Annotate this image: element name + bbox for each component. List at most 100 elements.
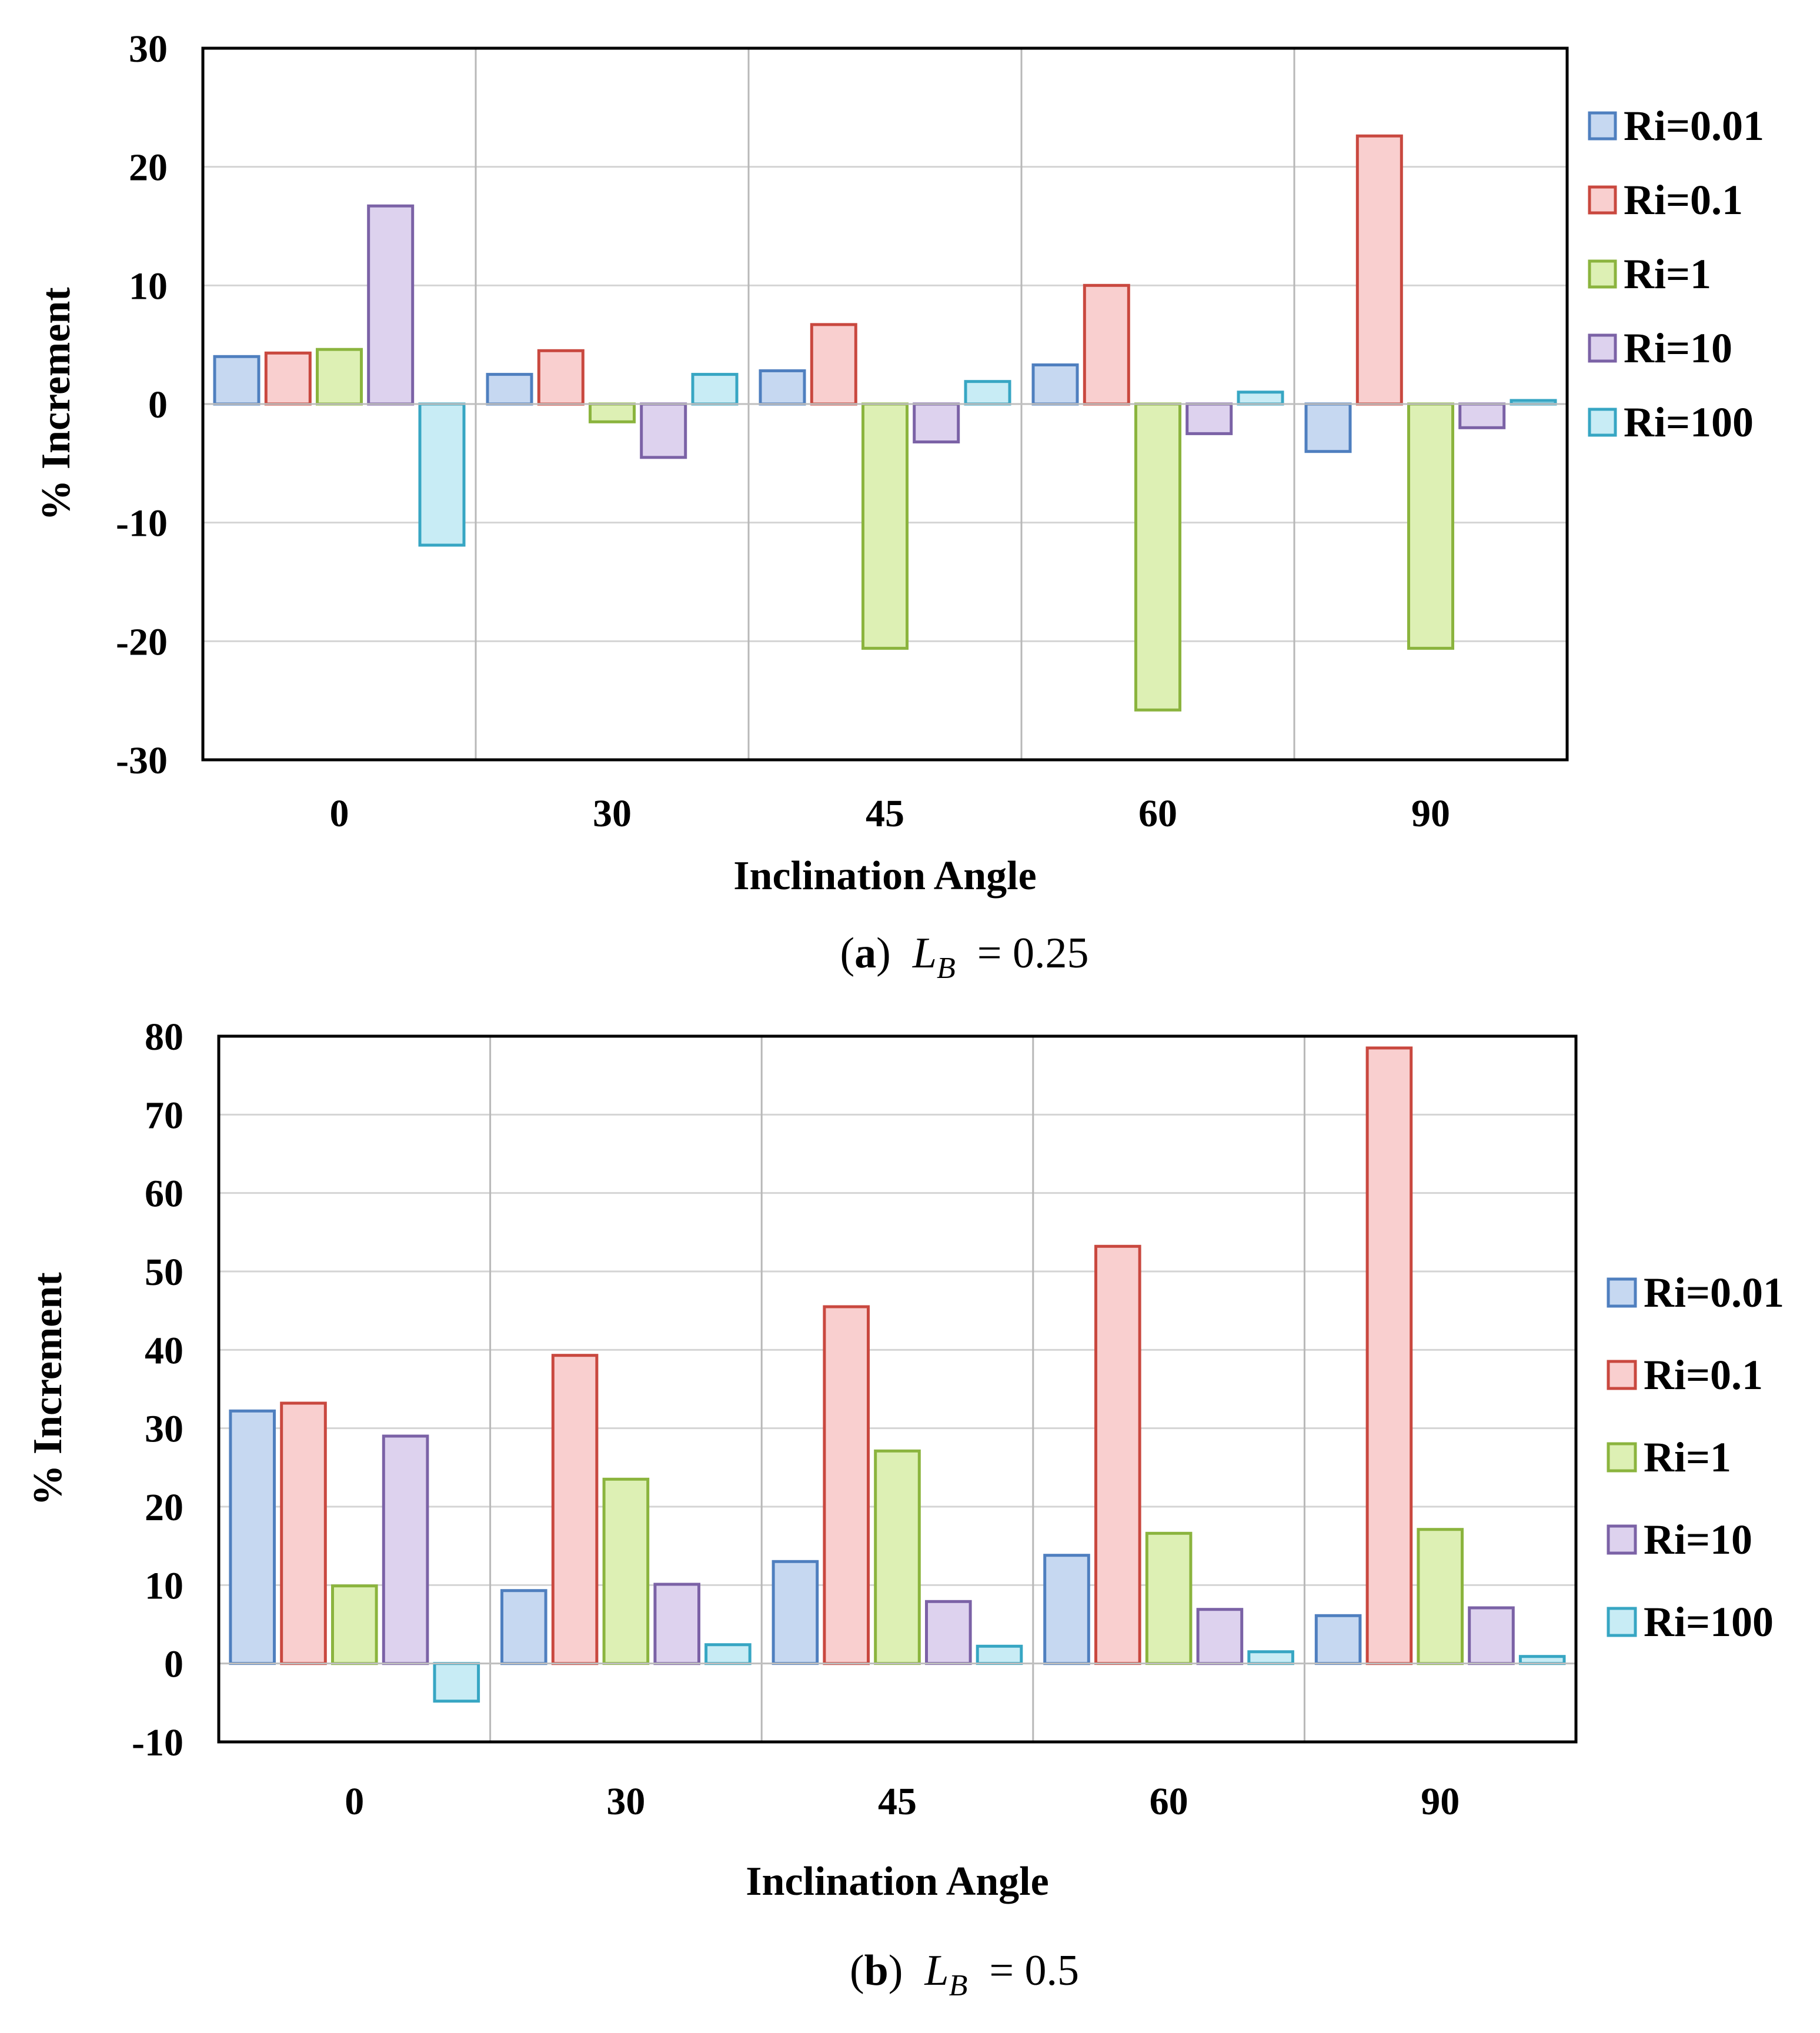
x-tick-label: 0 bbox=[345, 1780, 364, 1823]
caption-value: = 0.5 bbox=[967, 1947, 1079, 1995]
legend-label: Ri=10 bbox=[1644, 1516, 1752, 1563]
caption-variable: L bbox=[912, 929, 937, 977]
y-tick-label: 40 bbox=[145, 1329, 183, 1372]
x-tick-label: 60 bbox=[1150, 1780, 1188, 1823]
legend-label: Ri=1 bbox=[1624, 251, 1711, 298]
caption-letter: b bbox=[864, 1947, 889, 1995]
bar-ri-1-angle-45 bbox=[861, 402, 909, 650]
panel-caption: (a) LB = 0.25 bbox=[840, 929, 1089, 985]
panel-caption: (b) LB = 0.5 bbox=[850, 1947, 1079, 2002]
bar-ri-0-01-angle-60 bbox=[1043, 1554, 1090, 1665]
bar-ri-10-angle-0 bbox=[382, 1434, 429, 1665]
chart-panel-a: 30 20 10 0 -10 -20 -30 0 30 45 60 90 Inclination Ang… bbox=[34, 28, 1764, 985]
legend-label: Ri=10 bbox=[1624, 325, 1732, 372]
bar-ri-0-1-angle-30 bbox=[551, 1354, 599, 1665]
y-tick-label: 10 bbox=[129, 265, 168, 308]
bar-ri-100-angle-60 bbox=[1237, 390, 1284, 406]
bar-ri-1-angle-30 bbox=[589, 402, 636, 423]
bar-ri-100-angle-0 bbox=[418, 402, 466, 547]
bar-ri-10-angle-90 bbox=[1468, 1606, 1515, 1665]
bar-ri-100-angle-30 bbox=[704, 1643, 752, 1665]
bar-ri-1-angle-90 bbox=[1407, 402, 1454, 650]
bar-ri-100-angle-30 bbox=[691, 373, 739, 406]
bar-ri-0-01-angle-0 bbox=[213, 355, 261, 406]
legend-swatch bbox=[1607, 1360, 1637, 1390]
y-tick-label: -10 bbox=[116, 502, 168, 545]
y-axis-title: % Increment bbox=[34, 287, 79, 520]
y-tick-label: 50 bbox=[145, 1251, 183, 1294]
legend: Ri=0.01 Ri=0.1 Ri=1 Ri=10 Ri=100 bbox=[1607, 1269, 1784, 1645]
y-tick-label: 80 bbox=[145, 1016, 183, 1059]
y-tick-label: 20 bbox=[145, 1486, 183, 1529]
bar-ri-0-01-angle-30 bbox=[486, 373, 533, 406]
y-tick-label: 60 bbox=[145, 1173, 183, 1216]
bar-ri-0-1-angle-90 bbox=[1355, 134, 1403, 406]
bar-ri-100-angle-0 bbox=[433, 1662, 480, 1703]
x-tick-label: 45 bbox=[866, 792, 904, 835]
bar-ri-0-1-angle-0 bbox=[280, 1401, 327, 1665]
bar-ri-0-01-angle-30 bbox=[500, 1589, 547, 1665]
legend-swatch bbox=[1607, 1524, 1637, 1555]
chart-panel-b: 80 70 60 50 40 30 20 10 0 -10 0 30 45 60 90 Inclination… bbox=[25, 1016, 1784, 2002]
legend-swatch bbox=[1588, 333, 1617, 363]
bar-ri-0-1-angle-30 bbox=[537, 349, 585, 406]
bar-ri-0-01-angle-90 bbox=[1304, 402, 1352, 453]
bar-ri-1-angle-30 bbox=[602, 1477, 650, 1665]
y-tick-label: 10 bbox=[145, 1564, 183, 1607]
bar-ri-100-angle-45 bbox=[964, 380, 1011, 406]
plot-frame bbox=[217, 1034, 1578, 1744]
bar-ri-10-angle-0 bbox=[367, 204, 415, 406]
bar-ri-10-angle-45 bbox=[913, 402, 960, 443]
legend-label: Ri=0.01 bbox=[1644, 1269, 1784, 1316]
x-tick-label: 90 bbox=[1411, 792, 1450, 835]
bar-ri-10-angle-60 bbox=[1185, 402, 1233, 435]
bar-ri-1-angle-60 bbox=[1134, 402, 1181, 712]
bar-ri-0-01-angle-60 bbox=[1031, 363, 1079, 406]
bar-ri-0-1-angle-0 bbox=[264, 351, 312, 406]
x-tick-label: 60 bbox=[1138, 792, 1177, 835]
x-axis-title: Inclination Angle bbox=[733, 853, 1036, 899]
y-axis-title: % Increment bbox=[25, 1272, 71, 1505]
x-tick-label: 30 bbox=[593, 792, 632, 835]
caption-variable: L bbox=[924, 1947, 949, 1995]
legend-label: Ri=1 bbox=[1644, 1434, 1731, 1481]
x-tick-label: 45 bbox=[878, 1780, 917, 1823]
legend-label: Ri=0.1 bbox=[1624, 176, 1743, 223]
bar-ri-10-angle-90 bbox=[1458, 402, 1506, 429]
legend-swatch bbox=[1607, 1607, 1637, 1637]
legend-label: Ri=0.1 bbox=[1644, 1351, 1763, 1398]
legend-label: Ri=100 bbox=[1644, 1598, 1774, 1645]
bar-ri-1-angle-0 bbox=[316, 348, 363, 406]
bar-ri-1-angle-60 bbox=[1145, 1531, 1193, 1665]
bar-ri-10-angle-30 bbox=[640, 402, 687, 459]
legend-swatch bbox=[1607, 1442, 1637, 1473]
bar-ri-0-1-angle-60 bbox=[1094, 1244, 1141, 1665]
legend-swatch bbox=[1588, 185, 1617, 215]
x-tick-label: 30 bbox=[606, 1780, 645, 1823]
legend: Ri=0.01 Ri=0.1 Ri=1 Ri=10 Ri=100 bbox=[1588, 102, 1764, 446]
y-tick-label: 0 bbox=[148, 383, 168, 426]
x-tick-label: 90 bbox=[1421, 1780, 1460, 1823]
y-tick-label: 30 bbox=[145, 1408, 183, 1451]
y-tick-label: 30 bbox=[129, 28, 168, 71]
legend-swatch bbox=[1588, 111, 1617, 141]
bar-ri-0-1-angle-45 bbox=[810, 323, 857, 406]
y-tick-label: -10 bbox=[132, 1721, 183, 1764]
bar-ri-100-angle-90 bbox=[1518, 1655, 1566, 1665]
bar-ri-0-01-angle-0 bbox=[229, 1409, 276, 1665]
legend-swatch bbox=[1588, 408, 1617, 437]
bar-ri-1-angle-90 bbox=[1417, 1528, 1464, 1665]
y-tick-label: -30 bbox=[116, 739, 168, 782]
bar-ri-0-01-angle-45 bbox=[772, 1560, 819, 1665]
plot-frame bbox=[201, 46, 1569, 762]
caption-value: = 0.25 bbox=[956, 929, 1089, 977]
caption-letter: a bbox=[854, 929, 876, 977]
x-axis-title: Inclination Angle bbox=[746, 1859, 1048, 1904]
bar-ri-0-1-angle-90 bbox=[1365, 1046, 1413, 1665]
caption-subscript: B bbox=[937, 952, 956, 985]
bar-ri-100-angle-45 bbox=[976, 1644, 1023, 1665]
bar-ri-10-angle-60 bbox=[1196, 1608, 1244, 1665]
x-tick-label: 0 bbox=[330, 792, 349, 835]
bar-ri-1-angle-0 bbox=[331, 1584, 378, 1665]
bar-ri-0-1-angle-60 bbox=[1083, 283, 1130, 406]
